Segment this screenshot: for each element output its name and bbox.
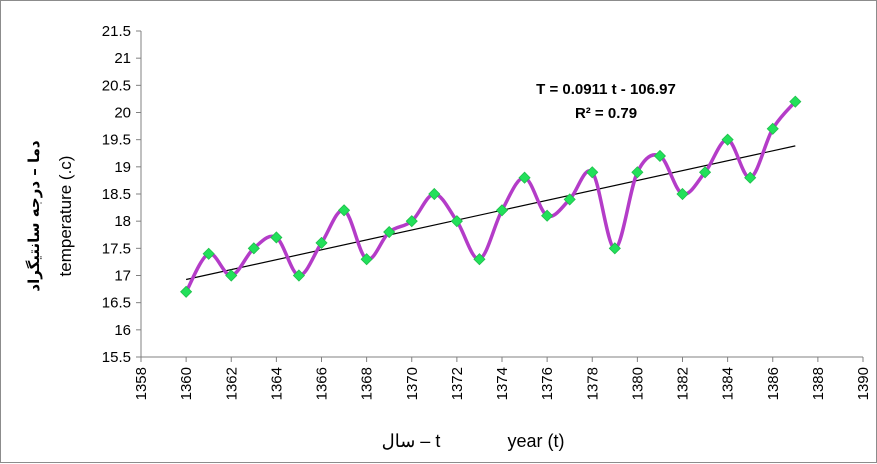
x-tick-label: 1374 bbox=[494, 367, 511, 400]
marker-group bbox=[180, 95, 802, 298]
x-tick-label: 1378 bbox=[584, 367, 601, 400]
data-point-marker bbox=[653, 149, 667, 163]
temperature-series-line bbox=[184, 100, 797, 293]
x-tick-label: 1366 bbox=[314, 367, 331, 400]
data-point-marker bbox=[473, 253, 486, 266]
data-point-marker bbox=[541, 209, 554, 222]
data-point-marker bbox=[495, 204, 509, 217]
x-axis-label-persian: t – سال bbox=[382, 431, 441, 451]
x-tick-label: 1370 bbox=[404, 367, 421, 400]
x-tick-label: 1382 bbox=[675, 367, 692, 400]
data-point-marker bbox=[789, 95, 802, 108]
x-tick-label: 1364 bbox=[268, 367, 285, 400]
data-point-marker bbox=[676, 187, 689, 201]
y-tick-label: 17 bbox=[114, 268, 131, 285]
y-tick-label: 20.5 bbox=[102, 77, 131, 94]
data-point-marker bbox=[315, 236, 328, 249]
r-squared-label: R² = 0.79 bbox=[575, 105, 637, 122]
y-tick-label: 16 bbox=[114, 322, 131, 339]
x-axis-label: year (t) bbox=[507, 431, 564, 451]
data-point-marker bbox=[721, 133, 734, 146]
x-tick-label: 1386 bbox=[765, 367, 782, 400]
y-tick-label: 21 bbox=[114, 50, 131, 67]
x-tick-labels: 1358 1360 1362 1364 1366 1368 1370 1372 1374 1376… bbox=[133, 367, 872, 400]
x-tick-label: 1388 bbox=[810, 367, 827, 400]
data-point-marker bbox=[586, 166, 599, 179]
data-point-marker bbox=[383, 225, 396, 239]
x-tick-label: 1360 bbox=[178, 367, 195, 400]
x-tick-label: 1358 bbox=[133, 367, 150, 400]
data-point-marker bbox=[744, 171, 757, 184]
data-point-marker bbox=[608, 242, 621, 255]
data-point-marker bbox=[180, 285, 193, 298]
axes bbox=[136, 30, 864, 362]
y-tick-label: 19.5 bbox=[102, 132, 131, 149]
y-tick-label: 17.5 bbox=[102, 240, 131, 257]
y-axis-label: temperature (.c) bbox=[56, 156, 75, 277]
x-tick-label: 1384 bbox=[720, 367, 737, 400]
data-point-marker bbox=[225, 269, 238, 282]
data-point-marker bbox=[360, 253, 373, 266]
trend-equation: T = 0.0911 t - 106.97 bbox=[536, 81, 676, 98]
y-tick-label: 16.5 bbox=[102, 295, 131, 312]
data-point-marker bbox=[270, 231, 283, 244]
data-point-marker bbox=[405, 215, 418, 228]
data-point-marker bbox=[563, 193, 576, 206]
y-tick-labels: 15.5 16 16.5 17 17.5 18 18.5 19 19.5 20 20.5 21 21.5 bbox=[102, 23, 131, 366]
data-point-marker bbox=[518, 171, 531, 184]
data-point-marker bbox=[766, 122, 779, 135]
x-tick-label: 1376 bbox=[539, 367, 556, 400]
y-tick-label: 19 bbox=[114, 159, 131, 176]
trendline-group bbox=[185, 145, 796, 281]
data-point-marker bbox=[202, 247, 215, 260]
y-tick-label: 21.5 bbox=[102, 23, 131, 40]
x-tick-label: 1362 bbox=[223, 367, 240, 400]
x-tick-label: 1368 bbox=[359, 367, 376, 400]
data-point-marker bbox=[450, 215, 463, 228]
data-point-marker bbox=[292, 269, 306, 282]
trendline bbox=[185, 145, 796, 281]
x-tick-label: 1372 bbox=[449, 367, 466, 400]
y-tick-label: 15.5 bbox=[102, 349, 131, 366]
y-axis-label-persian: دما – درجه سانتیگراد bbox=[25, 140, 43, 291]
data-point-marker bbox=[428, 187, 441, 201]
series-group bbox=[184, 100, 797, 293]
data-point-marker bbox=[337, 204, 351, 217]
x-tick-label: 1390 bbox=[855, 367, 872, 400]
y-tick-label: 18 bbox=[114, 213, 131, 230]
data-point-marker bbox=[698, 166, 712, 179]
y-tick-label: 20 bbox=[114, 105, 131, 122]
y-tick-label: 18.5 bbox=[102, 186, 131, 203]
data-point-marker bbox=[247, 242, 260, 255]
data-point-marker bbox=[631, 166, 644, 179]
x-tick-label: 1380 bbox=[629, 367, 646, 400]
